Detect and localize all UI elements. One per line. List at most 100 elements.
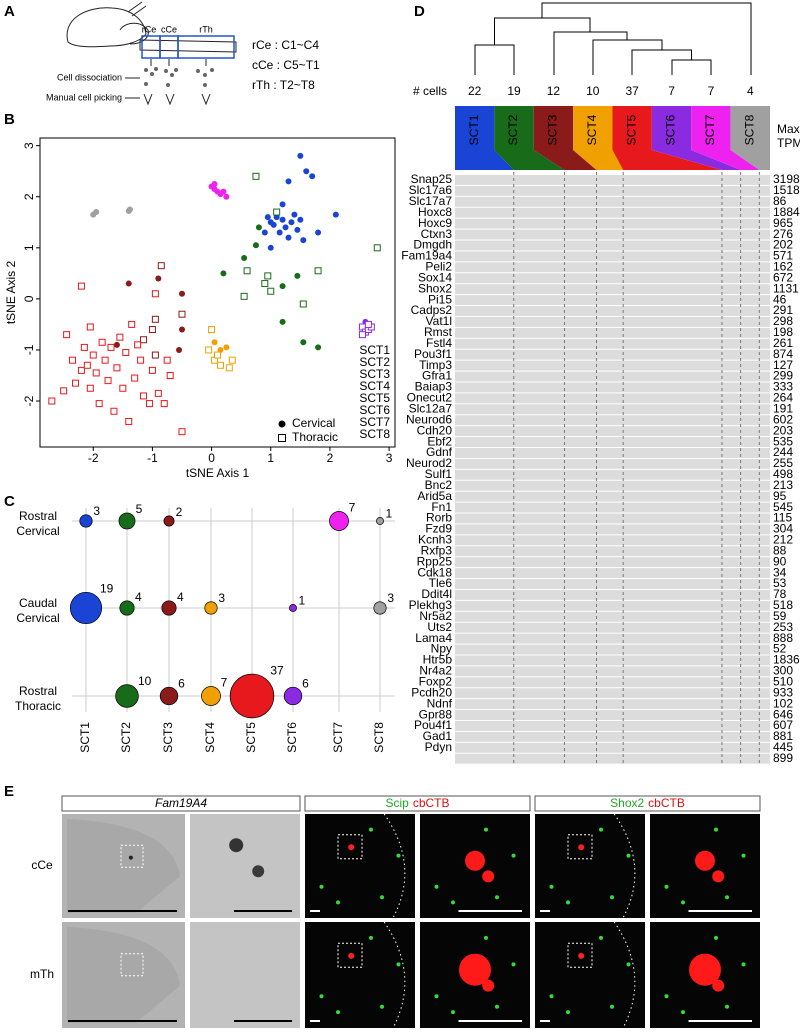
green-cell <box>511 853 516 858</box>
gene-name: Ddit4l <box>421 587 452 601</box>
bubble-label: 6 <box>302 676 309 690</box>
max-tpm: 535 <box>773 434 793 448</box>
max-tpm: 518 <box>773 598 793 612</box>
max-tpm: 298 <box>773 314 793 328</box>
point <box>220 188 227 195</box>
point <box>273 214 280 221</box>
max-tpm: 646 <box>773 707 793 721</box>
gene-name: Peli2 <box>425 260 452 274</box>
green-cell <box>319 994 324 999</box>
gene-name: Kcnh3 <box>418 533 452 547</box>
panel-letter: B <box>4 111 15 128</box>
header-word: Shox2 <box>610 796 644 810</box>
row-label: Cervical <box>16 611 59 625</box>
bubble <box>373 601 387 615</box>
cell-count: 37 <box>626 84 640 98</box>
green-cell <box>714 827 718 832</box>
point <box>299 300 307 308</box>
region-label: rCe <box>142 24 157 34</box>
panel-letter: C <box>4 493 15 510</box>
point <box>125 280 132 287</box>
cell-count: 10 <box>586 84 600 98</box>
labeled-cell <box>712 870 725 883</box>
green-cell <box>495 895 499 900</box>
point <box>148 326 156 334</box>
max-tpm: 304 <box>773 522 793 536</box>
legend-marker <box>278 420 286 428</box>
green-cell <box>549 884 554 889</box>
point <box>297 152 304 159</box>
max-tpm: 933 <box>773 685 793 699</box>
gene-row <box>455 382 770 393</box>
tissue-outline <box>67 927 180 1023</box>
max-tpm: 498 <box>773 467 793 481</box>
max-tpm: 162 <box>773 260 793 274</box>
gene-name: Baiap3 <box>415 380 453 394</box>
y-tick-label: 3 <box>22 142 36 149</box>
point <box>270 221 277 228</box>
gene-row <box>455 699 770 710</box>
spinal-cord <box>139 39 237 53</box>
point <box>214 351 221 359</box>
gene-name: Lama4 <box>415 631 452 645</box>
point <box>264 214 271 221</box>
cluster-header <box>573 106 624 170</box>
max-tpm: 203 <box>773 423 793 437</box>
green-cell <box>396 962 401 967</box>
point <box>125 417 133 425</box>
tissue-outline <box>67 819 180 913</box>
point <box>113 364 121 372</box>
brain-outline <box>66 7 147 48</box>
cluster-label: SCT5 <box>624 114 638 145</box>
point <box>166 371 174 379</box>
max-tpm: 244 <box>773 445 793 459</box>
point <box>77 366 85 374</box>
labeled-cell <box>482 870 495 883</box>
point <box>220 270 227 277</box>
gene-row <box>455 371 770 382</box>
point <box>205 346 213 354</box>
gene-row <box>455 349 770 360</box>
point <box>300 237 307 244</box>
point <box>178 310 186 318</box>
tpm-header: Max <box>777 122 800 136</box>
max-tpm: 291 <box>773 303 793 317</box>
region-definition: rCe : C1~C4 <box>252 38 319 52</box>
stained-cell <box>252 865 265 878</box>
column-label: SCT2 <box>119 722 133 753</box>
image-header <box>304 795 531 812</box>
point <box>223 193 230 200</box>
gene-name: Rorb <box>426 511 452 525</box>
y-tick-label: -1 <box>22 344 36 355</box>
cluster-label: SCT6 <box>664 114 678 145</box>
max-tpm: 1836 <box>773 653 800 667</box>
image-header-text: Scip cbCTB <box>385 796 449 810</box>
gene-name: Pdyn <box>425 740 452 754</box>
bubble <box>118 512 136 530</box>
step-label: Cell dissociation <box>57 72 122 82</box>
x-tick-label: -2 <box>88 451 99 465</box>
cells-label: # cells <box>413 84 447 98</box>
legend-label: SCT1 <box>359 343 390 357</box>
gene-row <box>455 393 770 404</box>
cluster-label: SCT7 <box>703 114 717 145</box>
gene-name: Htr5b <box>423 653 453 667</box>
region-definition: cCe : C5~T1 <box>252 58 320 72</box>
point <box>288 219 295 226</box>
gene-row <box>455 502 770 513</box>
cluster-label: SCT3 <box>546 114 560 145</box>
bubble <box>229 673 275 719</box>
gene-row <box>455 273 770 284</box>
point <box>72 379 79 387</box>
gene-name: Dmgdh <box>413 238 452 252</box>
gene-row <box>455 284 770 295</box>
gene-row <box>455 491 770 502</box>
point <box>228 356 236 364</box>
micrograph <box>305 814 415 918</box>
row-label: mTh <box>30 967 54 981</box>
max-tpm: 255 <box>773 456 793 470</box>
max-tpm: 300 <box>773 664 793 678</box>
labeled-cell <box>578 952 585 959</box>
point <box>48 397 56 405</box>
gene-row <box>455 295 770 306</box>
